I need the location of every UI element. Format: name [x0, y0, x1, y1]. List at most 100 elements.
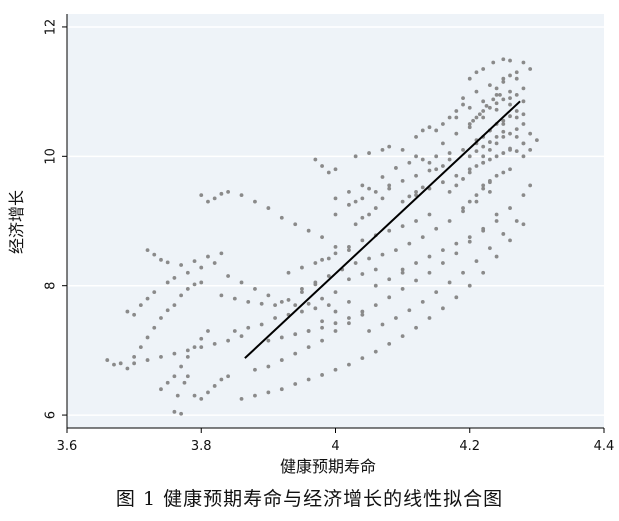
data-point	[145, 335, 150, 340]
data-point	[192, 345, 197, 350]
data-point	[461, 209, 465, 214]
data-point	[306, 329, 311, 333]
data-point	[414, 189, 418, 194]
data-point	[333, 321, 338, 326]
data-point	[165, 260, 170, 265]
data-point	[514, 92, 519, 97]
data-point	[414, 193, 418, 198]
data-point	[414, 154, 418, 159]
data-point	[400, 178, 405, 183]
data-point	[206, 254, 210, 259]
data-point	[494, 86, 499, 91]
data-point	[481, 186, 486, 191]
data-point	[528, 183, 533, 188]
fit-line-group	[244, 100, 521, 359]
data-point	[447, 157, 452, 162]
data-point	[266, 293, 271, 298]
data-point	[494, 141, 499, 146]
data-point	[514, 135, 519, 139]
data-point	[414, 219, 418, 223]
y-tick-label: 6	[44, 411, 59, 419]
data-point	[293, 332, 298, 337]
data-point	[313, 306, 318, 311]
data-point	[487, 105, 492, 110]
data-point	[266, 364, 271, 369]
data-point	[165, 308, 170, 313]
data-point	[521, 222, 526, 227]
data-point	[508, 167, 512, 172]
data-point	[514, 219, 519, 223]
data-point	[138, 303, 143, 307]
data-point	[380, 147, 385, 152]
data-point	[447, 115, 452, 120]
data-point	[165, 380, 170, 385]
data-point	[253, 199, 257, 204]
data-point	[467, 105, 472, 110]
data-point	[373, 303, 378, 307]
data-point	[373, 206, 378, 210]
data-point	[373, 267, 378, 272]
data-point	[501, 118, 506, 123]
data-point	[185, 348, 190, 353]
data-point	[441, 180, 445, 185]
data-point	[333, 167, 338, 172]
data-point	[427, 212, 432, 217]
data-point	[145, 296, 150, 301]
data-point	[347, 316, 351, 320]
data-point	[394, 166, 398, 170]
data-point	[467, 235, 472, 240]
data-point	[347, 277, 351, 282]
data-point	[232, 329, 237, 333]
data-point	[380, 322, 385, 327]
data-point	[279, 358, 284, 362]
data-point	[185, 354, 190, 359]
data-point	[313, 157, 318, 162]
data-point	[467, 199, 472, 204]
data-point	[461, 102, 465, 107]
data-point	[172, 276, 177, 280]
data-point	[501, 232, 506, 236]
data-point	[320, 373, 324, 377]
data-point	[347, 321, 351, 326]
data-point	[487, 189, 492, 194]
data-point	[454, 109, 459, 113]
data-point	[239, 193, 244, 198]
data-point	[353, 261, 358, 265]
data-point	[367, 212, 371, 217]
data-point	[172, 409, 177, 414]
data-point	[494, 212, 499, 217]
data-point	[394, 316, 398, 320]
data-point	[219, 191, 224, 196]
data-point	[279, 335, 284, 340]
data-point	[400, 267, 405, 272]
data-point	[300, 265, 304, 270]
data-point	[380, 252, 385, 257]
data-point	[320, 319, 324, 324]
data-point	[266, 390, 271, 395]
data-point	[333, 329, 338, 333]
x-tick-label: 3.6	[57, 439, 78, 454]
data-point	[125, 309, 130, 314]
data-point	[487, 157, 492, 162]
data-point	[474, 149, 479, 154]
data-point	[373, 349, 378, 354]
data-point	[481, 144, 486, 149]
data-point	[360, 309, 365, 314]
data-point	[501, 129, 506, 134]
data-point	[320, 338, 324, 343]
data-point	[353, 154, 358, 159]
data-point	[427, 254, 432, 259]
data-point	[105, 358, 110, 362]
data-point	[471, 118, 476, 123]
data-point	[320, 296, 324, 301]
data-point	[467, 76, 472, 81]
data-point	[326, 256, 331, 261]
data-point	[514, 109, 519, 113]
data-point	[293, 222, 298, 227]
data-point	[360, 356, 365, 361]
figure-caption: 图 1 健康预期寿命与经济增长的线性拟合图	[115, 488, 504, 510]
data-point	[501, 80, 506, 84]
data-point	[494, 154, 499, 159]
data-point	[481, 99, 486, 104]
y-tick-label: 12	[44, 19, 59, 36]
